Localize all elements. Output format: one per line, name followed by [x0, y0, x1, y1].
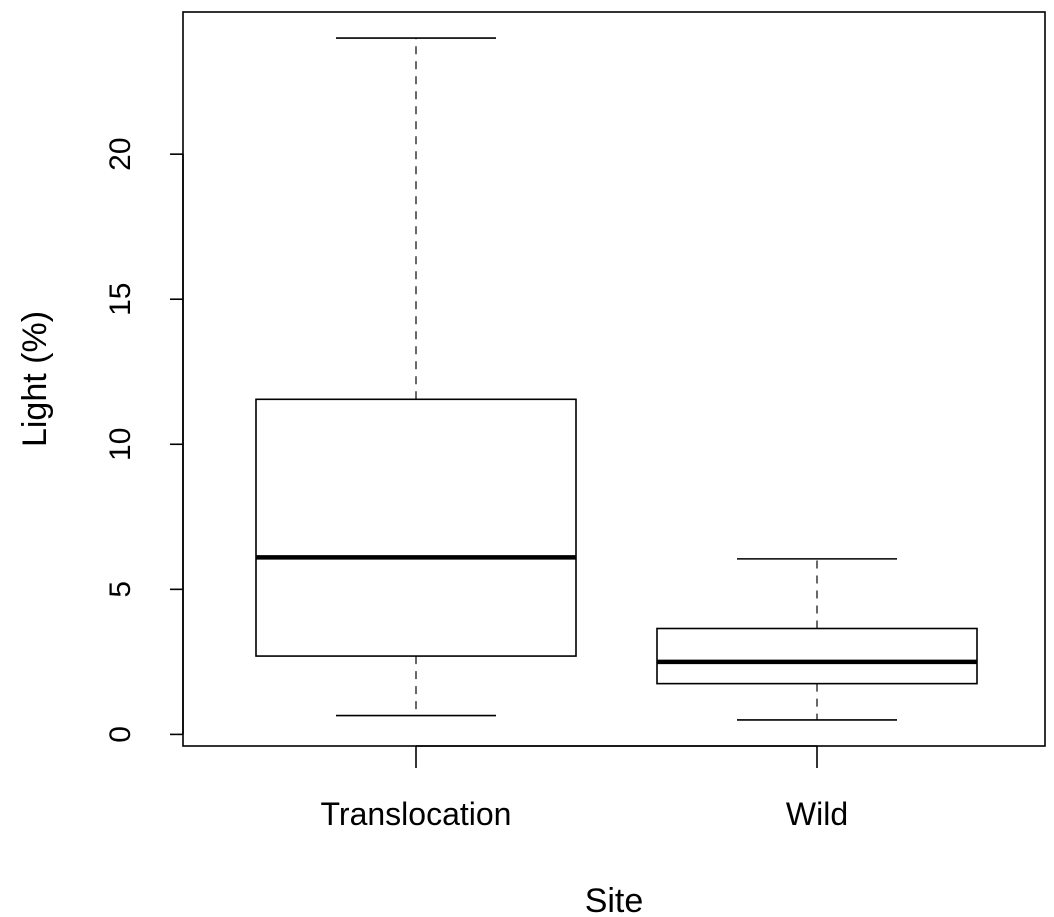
- iqr-box: [255, 398, 577, 657]
- y-axis: 0 5 10 15 20: [104, 137, 184, 743]
- y-axis-label: Light (%): [16, 311, 54, 447]
- y-tick-label: 10: [104, 428, 137, 461]
- y-tick-label: 5: [104, 581, 137, 598]
- x-tick-label: Translocation: [321, 796, 512, 832]
- y-tick-label: 15: [104, 283, 137, 316]
- x-axis-label: Site: [585, 882, 644, 917]
- box-wild: [656, 558, 978, 721]
- y-tick-label: 20: [104, 137, 137, 170]
- x-axis: Translocation Wild: [321, 745, 848, 832]
- boxes: [255, 37, 978, 721]
- iqr-box: [656, 627, 978, 685]
- x-tick-label: Wild: [786, 796, 848, 832]
- y-tick-label: 0: [104, 726, 137, 743]
- box-translocation: [255, 37, 577, 717]
